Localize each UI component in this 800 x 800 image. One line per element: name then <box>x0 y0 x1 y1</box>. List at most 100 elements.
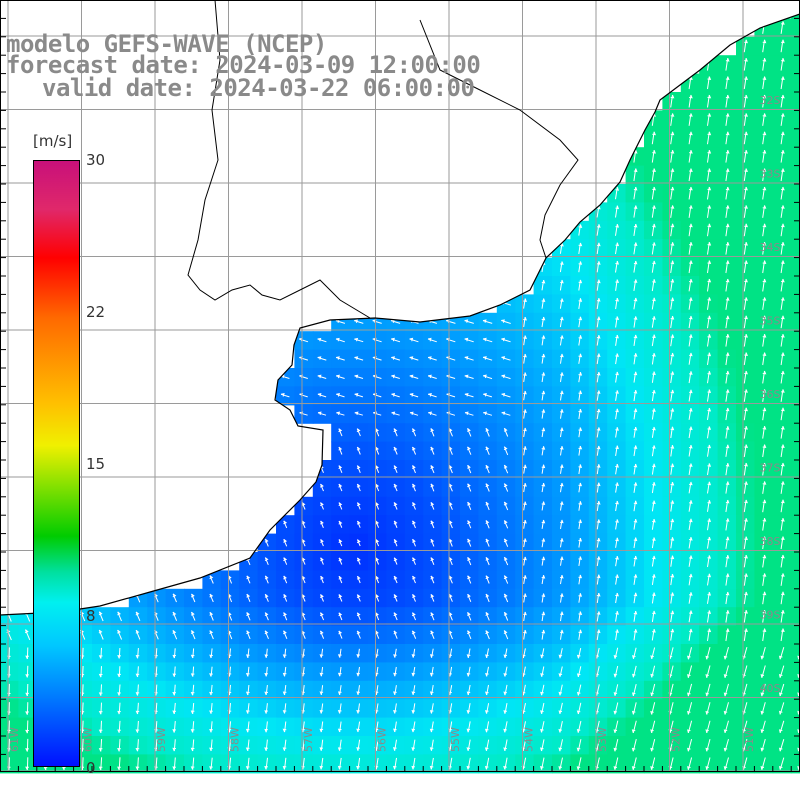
wind-arrow <box>282 703 287 714</box>
wind-arrow-head <box>760 765 765 770</box>
wind-arrow-head <box>781 389 785 393</box>
wind-arrow <box>245 739 250 752</box>
wind-speed-cell <box>791 312 800 332</box>
wind-arrow-head <box>448 520 453 525</box>
wind-arrow <box>559 242 564 254</box>
wind-arrow-shaft <box>339 685 342 695</box>
longitude-label: 59W <box>155 727 168 752</box>
wind-arrow-head <box>725 499 730 504</box>
wind-arrow-head <box>689 426 693 431</box>
wind-arrow <box>651 371 656 383</box>
wind-arrow-shaft <box>393 539 398 547</box>
wind-arrow-shaft <box>688 150 692 163</box>
wind-arrow <box>651 518 656 530</box>
wind-arrow-head <box>762 94 767 99</box>
wind-arrow-head <box>725 426 730 430</box>
wind-arrow-shaft <box>560 556 563 566</box>
wind-arrow <box>615 260 620 273</box>
wind-arrow-head <box>689 371 693 375</box>
wind-arrow-head <box>633 519 638 523</box>
wind-arrow-shaft <box>780 462 784 476</box>
wind-arrow-head <box>467 501 471 506</box>
wind-arrow-shaft <box>301 557 306 565</box>
wind-arrow <box>651 555 656 567</box>
wind-arrow-shaft <box>578 482 581 493</box>
wind-speed-cell <box>791 515 800 535</box>
wind-arrow-shaft <box>633 316 637 328</box>
wind-arrow-head <box>670 628 675 633</box>
wind-arrow-head <box>760 747 765 752</box>
wind-arrow <box>467 538 472 547</box>
wind-arrow-shaft <box>504 648 508 658</box>
wind-arrow-shaft <box>155 648 158 659</box>
wind-arrow-head <box>633 500 638 505</box>
wind-arrow-shaft <box>338 465 343 473</box>
wind-arrow <box>723 665 729 678</box>
wind-arrow-head <box>503 710 508 714</box>
wind-arrow-head <box>503 464 508 469</box>
wind-arrow-shaft <box>559 242 563 254</box>
wind-arrow-shaft <box>670 518 673 530</box>
wind-arrow-head <box>596 279 601 284</box>
wind-arrow <box>633 408 638 420</box>
wind-arrow-head <box>485 593 490 598</box>
wind-arrow <box>264 739 268 751</box>
wind-arrow <box>615 629 619 641</box>
wind-arrow-head <box>723 674 728 678</box>
wind-arrow-head <box>485 654 489 659</box>
wind-arrow <box>670 537 675 549</box>
wind-arrow <box>356 557 361 565</box>
wind-arrow-shaft <box>190 612 196 621</box>
wind-arrow <box>523 629 527 640</box>
wind-arrow-shaft <box>393 428 398 437</box>
wind-arrow <box>723 738 729 752</box>
wind-arrow-head <box>633 205 638 210</box>
wind-arrow-head <box>633 186 638 191</box>
wind-arrow-head <box>707 223 712 228</box>
wind-arrow-head <box>282 654 287 658</box>
wind-arrow-head <box>688 444 693 449</box>
wind-arrow-head <box>578 335 583 339</box>
wind-arrow <box>705 665 711 678</box>
wind-arrow-shaft <box>577 739 582 752</box>
wind-arrow-head <box>393 728 397 733</box>
wind-arrow-shaft <box>357 757 361 770</box>
wind-arrow <box>317 411 327 416</box>
wind-arrow <box>523 390 527 401</box>
wind-arrow <box>523 483 527 493</box>
wind-arrow <box>650 683 656 697</box>
wind-arrow-shaft <box>356 630 361 639</box>
wind-arrow-shaft <box>596 574 600 585</box>
wind-arrow-head <box>560 538 564 542</box>
wind-arrow <box>540 684 545 696</box>
wind-arrow-head <box>689 260 693 265</box>
wind-arrow <box>780 518 785 531</box>
wind-arrow-head <box>356 465 361 470</box>
wind-arrow-head <box>725 518 730 522</box>
wind-arrow <box>338 594 343 602</box>
wind-arrow <box>411 630 417 639</box>
wind-arrow-head <box>335 337 340 342</box>
wind-arrow-head <box>744 370 748 375</box>
wind-arrow-shaft <box>651 113 655 126</box>
wind-arrow-shaft <box>448 465 453 474</box>
wind-arrow-shaft <box>596 316 600 328</box>
wind-arrow <box>596 592 601 603</box>
wind-arrow <box>743 260 748 274</box>
wind-arrow-head <box>652 426 656 431</box>
wind-arrow-head <box>707 186 712 191</box>
wind-arrow-shaft <box>670 186 673 200</box>
wind-speed-cell <box>791 699 800 719</box>
wind-arrow-head <box>523 372 527 376</box>
wind-arrow-shaft <box>780 39 784 53</box>
wind-arrow-head <box>762 278 767 283</box>
wind-arrow-head <box>615 574 619 579</box>
wind-arrow-head <box>320 539 324 543</box>
wind-arrow-shaft <box>596 720 600 733</box>
wind-arrow <box>172 739 177 752</box>
wind-arrow-shaft <box>780 297 784 310</box>
wind-arrow-head <box>172 593 177 598</box>
wind-arrow-shaft <box>192 721 195 733</box>
wind-arrow-shaft <box>651 738 656 752</box>
wind-arrow-shaft <box>301 594 306 602</box>
